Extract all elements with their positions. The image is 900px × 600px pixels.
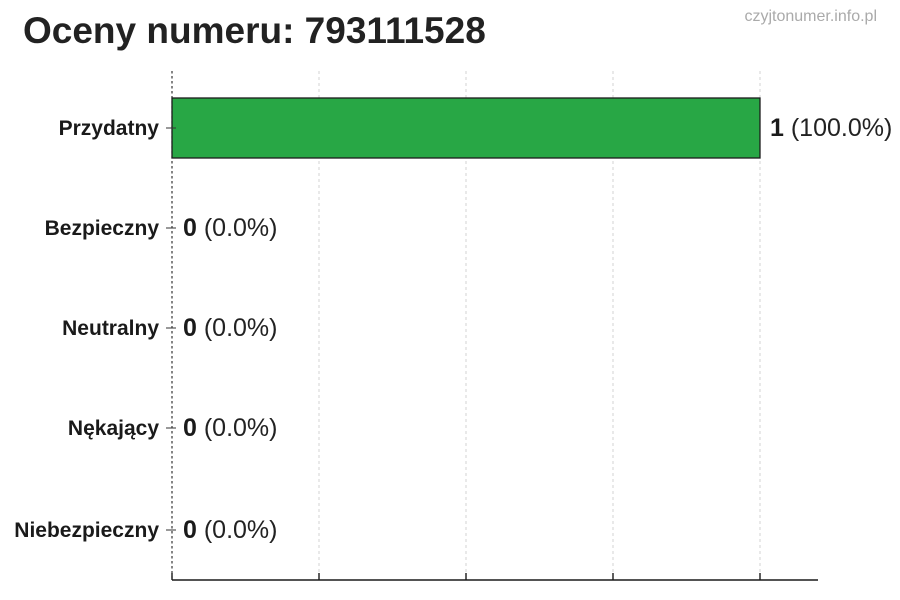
svg-text:Nękający: Nękający [68, 417, 159, 440]
svg-text:Niebezpieczny: Niebezpieczny [14, 519, 159, 542]
svg-text:0 (0.0%): 0 (0.0%) [183, 214, 278, 242]
svg-text:0 (0.0%): 0 (0.0%) [183, 516, 278, 544]
svg-text:0 (0.0%): 0 (0.0%) [183, 314, 278, 342]
svg-text:Przydatny: Przydatny [59, 117, 160, 140]
svg-text:0 (0.0%): 0 (0.0%) [183, 414, 278, 442]
svg-text:1 (100.0%): 1 (100.0%) [770, 114, 892, 142]
svg-text:Neutralny: Neutralny [62, 317, 159, 340]
svg-text:Bezpieczny: Bezpieczny [45, 217, 160, 240]
